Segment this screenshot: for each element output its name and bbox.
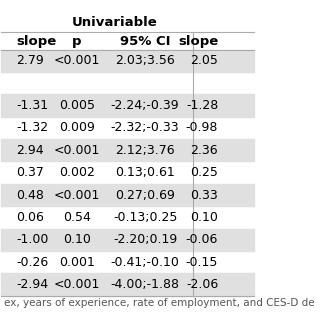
Text: -1.32: -1.32 — [17, 121, 49, 134]
Bar — [1, 94, 253, 117]
Text: -1.28: -1.28 — [186, 99, 218, 112]
Text: 0.009: 0.009 — [59, 121, 95, 134]
Text: 2.12;3.76: 2.12;3.76 — [115, 144, 175, 157]
Text: 0.27;0.69: 0.27;0.69 — [115, 188, 175, 202]
Text: -2.32;-0.33: -2.32;-0.33 — [111, 121, 180, 134]
Text: 2.03;3.56: 2.03;3.56 — [115, 54, 175, 67]
Text: -0.41;-0.10: -0.41;-0.10 — [111, 256, 180, 269]
Text: -2.24;-0.39: -2.24;-0.39 — [111, 99, 180, 112]
Text: 0.06: 0.06 — [17, 211, 44, 224]
Bar — [1, 139, 253, 162]
Text: -0.26: -0.26 — [17, 256, 49, 269]
Text: 95% CI: 95% CI — [120, 35, 170, 48]
Text: 2.05: 2.05 — [190, 54, 218, 67]
Text: 0.37: 0.37 — [17, 166, 44, 179]
Text: ex, years of experience, rate of employment, and CES-D de: ex, years of experience, rate of employm… — [4, 298, 315, 308]
Text: slope: slope — [17, 35, 57, 48]
Text: 0.25: 0.25 — [190, 166, 218, 179]
Text: Univariable: Univariable — [72, 16, 158, 29]
Bar — [1, 184, 253, 206]
Text: -0.13;0.25: -0.13;0.25 — [113, 211, 177, 224]
Text: -2.94: -2.94 — [17, 278, 49, 291]
Text: 0.005: 0.005 — [59, 99, 95, 112]
Text: 0.002: 0.002 — [59, 166, 95, 179]
Text: 0.48: 0.48 — [17, 188, 44, 202]
Bar — [1, 228, 253, 251]
Text: 2.36: 2.36 — [191, 144, 218, 157]
Text: -0.06: -0.06 — [186, 233, 218, 246]
Text: 0.10: 0.10 — [190, 211, 218, 224]
Text: -0.15: -0.15 — [186, 256, 218, 269]
Text: 2.94: 2.94 — [17, 144, 44, 157]
Text: p: p — [72, 35, 82, 48]
Text: -2.06: -2.06 — [186, 278, 218, 291]
Text: -2.20;0.19: -2.20;0.19 — [113, 233, 177, 246]
Text: 0.33: 0.33 — [190, 188, 218, 202]
Text: <0.001: <0.001 — [54, 188, 100, 202]
Text: -1.00: -1.00 — [17, 233, 49, 246]
Text: slope: slope — [178, 35, 218, 48]
Text: <0.001: <0.001 — [54, 54, 100, 67]
Text: 0.13;0.61: 0.13;0.61 — [115, 166, 175, 179]
Text: -4.00;-1.88: -4.00;-1.88 — [111, 278, 180, 291]
Text: -1.31: -1.31 — [17, 99, 49, 112]
Bar — [1, 273, 253, 296]
Text: 2.79: 2.79 — [17, 54, 44, 67]
Text: 0.10: 0.10 — [63, 233, 91, 246]
Bar — [1, 50, 253, 72]
Text: 0.54: 0.54 — [63, 211, 91, 224]
Text: 0.001: 0.001 — [59, 256, 95, 269]
Text: <0.001: <0.001 — [54, 278, 100, 291]
Text: -0.98: -0.98 — [186, 121, 218, 134]
Text: <0.001: <0.001 — [54, 144, 100, 157]
